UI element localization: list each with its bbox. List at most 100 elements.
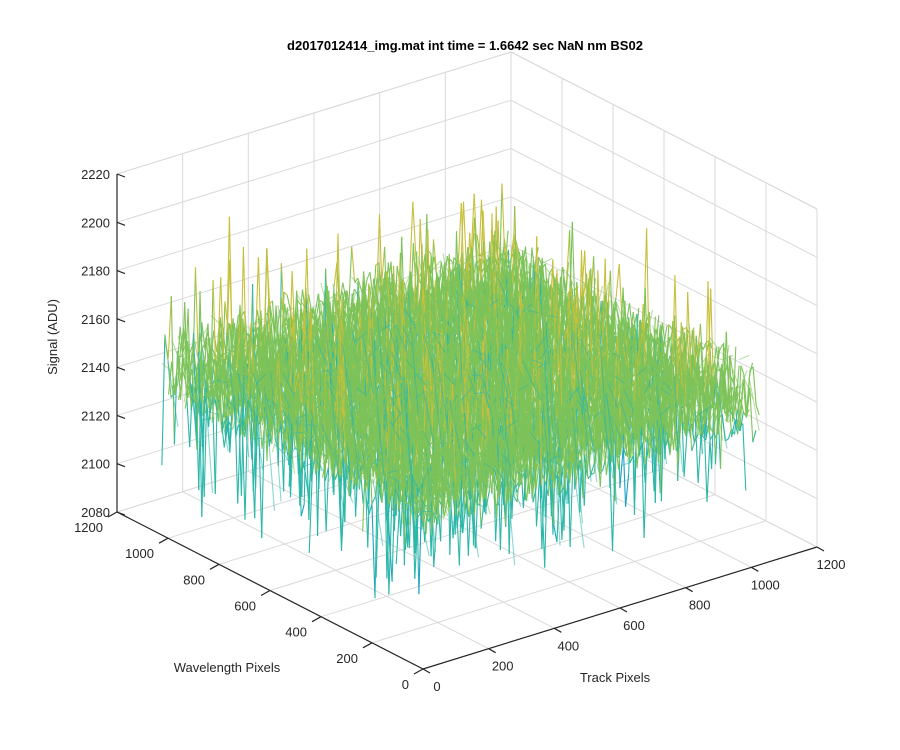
surface-segment	[452, 271, 457, 305]
surface-segment	[466, 263, 471, 290]
surface-segment	[245, 361, 249, 365]
surface-segment	[351, 246, 356, 283]
surface-segment	[283, 397, 288, 424]
surface-segment	[238, 420, 243, 425]
surface-segment	[378, 214, 384, 307]
surface-segment	[200, 384, 205, 404]
surface-segment	[615, 264, 620, 298]
surface-segment	[241, 407, 246, 520]
surface-segment	[209, 280, 214, 421]
surface-segment	[563, 276, 568, 316]
surface-segment	[497, 220, 502, 314]
surface-segment	[231, 366, 236, 393]
surface-segment	[412, 201, 417, 258]
surface-segment	[228, 395, 233, 416]
surface-segment	[409, 201, 414, 278]
surface-segment	[522, 257, 527, 267]
surface-segment	[543, 278, 548, 300]
floor-grid-line	[320, 494, 716, 618]
surface-segment	[268, 411, 273, 444]
surface-segment	[519, 266, 524, 275]
surface-segment	[178, 381, 183, 400]
surface-segment	[485, 329, 490, 334]
surface-segment	[317, 318, 322, 339]
surface-segment	[459, 201, 465, 281]
surface-segment	[462, 201, 468, 270]
surface-segment	[228, 420, 233, 428]
surface-segment	[303, 248, 308, 345]
box-edge	[116, 51, 512, 175]
surface-segment	[236, 316, 241, 368]
surface-segment	[538, 256, 543, 265]
surface-segment	[408, 283, 413, 294]
surface-segment	[220, 277, 225, 359]
surface-segment	[332, 309, 337, 346]
surface-segment	[300, 305, 305, 323]
surface-segment	[452, 285, 457, 292]
surface-segment	[250, 322, 255, 389]
surface-segment	[191, 267, 197, 394]
surface-segment	[229, 324, 234, 353]
surface-segment	[314, 293, 319, 312]
surface-segment	[393, 265, 398, 335]
surface-segment	[254, 371, 259, 409]
surface-segment	[286, 295, 291, 310]
surface-segment	[299, 436, 304, 506]
surface-segment	[315, 300, 320, 319]
surface-segment	[224, 354, 229, 391]
surface-segment	[187, 308, 192, 411]
surface-segment	[409, 291, 415, 317]
surface-segment	[236, 304, 241, 360]
surface-segment	[260, 372, 265, 417]
side-wall-grid-line	[510, 148, 818, 307]
surface-segment	[186, 393, 191, 448]
surface-segment	[310, 308, 315, 315]
surface-segment	[187, 385, 192, 404]
surface-segment	[234, 380, 239, 410]
surface-segment	[217, 277, 222, 362]
surface-segment	[251, 441, 256, 519]
back-wall-grid-line	[116, 148, 512, 272]
surface-segment	[477, 199, 483, 274]
surface-segment	[224, 301, 229, 332]
surface-segment	[283, 291, 288, 296]
surface-segment	[375, 214, 381, 305]
surface-segment	[171, 361, 176, 394]
surface-segment	[339, 282, 344, 304]
surface-segment	[409, 243, 414, 313]
surface-segment	[190, 383, 195, 404]
surface-segment	[201, 388, 206, 517]
surface-segment	[212, 280, 217, 388]
surface-segment	[482, 210, 487, 273]
surface-segment	[501, 183, 506, 267]
surface-segment	[396, 265, 401, 287]
surface-segment	[211, 386, 216, 423]
surface-segment	[343, 310, 348, 316]
surface-segment	[194, 392, 199, 414]
surface-segment	[260, 374, 265, 424]
chart-title: d2017012414_img.mat int time = 1.6642 se…	[287, 38, 643, 53]
surface-segment	[194, 365, 199, 385]
back-wall-grid-line	[116, 99, 512, 223]
surface-segment	[230, 323, 236, 350]
surface-segment	[312, 307, 317, 319]
surface-segment	[353, 288, 358, 295]
surface-segment	[191, 369, 196, 404]
surface-segment	[271, 393, 276, 439]
surface-segment	[449, 258, 454, 264]
surface-segment	[220, 421, 225, 448]
surface-segment	[261, 410, 266, 426]
surface-segment	[343, 290, 348, 295]
surface-segment	[382, 271, 388, 351]
surface-segment	[174, 356, 179, 386]
surface-segment	[164, 341, 169, 359]
surface-segment	[213, 394, 218, 414]
surface-segment	[410, 313, 415, 324]
surface-segment	[197, 357, 203, 414]
surface-segment	[308, 294, 313, 313]
surface-segment	[274, 324, 279, 332]
side-wall-grid-line	[510, 99, 818, 258]
surface-segment	[184, 385, 189, 409]
surface-segment	[167, 295, 172, 359]
